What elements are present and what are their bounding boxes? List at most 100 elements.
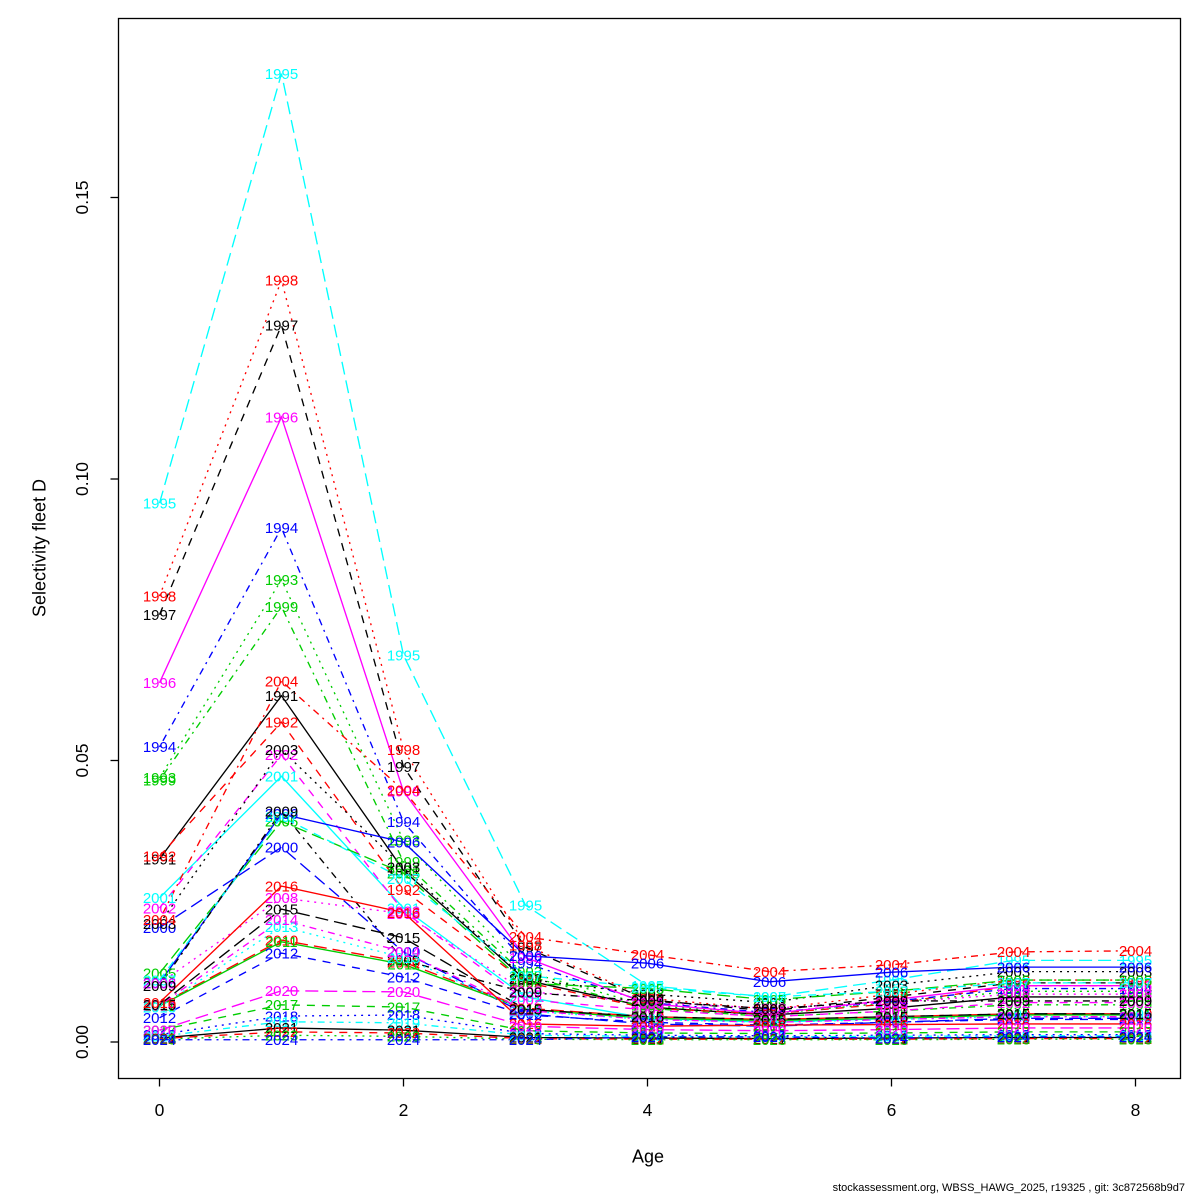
point-label-2000-age0: 2000: [143, 920, 176, 937]
y-axis-title: Selectivity fleet D: [29, 478, 50, 618]
point-label-1991-age4: 1991: [631, 999, 664, 1016]
series-line-2018: [159, 1014, 1136, 1037]
point-label-2004-age7: 2004: [997, 944, 1030, 961]
point-label-2011-age3: 2011: [509, 1002, 541, 1019]
series-line-2007: [158, 815, 1136, 998]
series-line-2019: [159, 1021, 1136, 1038]
point-label-2024-age6: 2024: [875, 1030, 908, 1047]
point-label-1995-age8: 1995: [1119, 953, 1152, 970]
series-line-2020: [159, 990, 1136, 1032]
y-tick-label: 0.10: [72, 462, 92, 496]
x-tick-label: 4: [643, 1100, 653, 1120]
point-label-2001-age5: 2001: [753, 1015, 786, 1032]
point-label-2022-age4: 2022: [631, 1031, 664, 1048]
point-label-1992-age4: 1992: [631, 1000, 664, 1017]
point-label-1997-age5: 1997: [753, 1003, 786, 1020]
point-label-1999-age2: 1999: [387, 854, 420, 871]
point-label-2001-age1: 2001: [265, 769, 298, 786]
point-label-2003-age8: 2003: [1119, 964, 1152, 981]
y-tick-label: 0.15: [72, 180, 92, 214]
point-label-2020-age6: 2020: [875, 1022, 908, 1039]
point-label-2024-age7: 2024: [997, 1029, 1030, 1046]
point-label-2001-age7: 2001: [997, 1006, 1030, 1023]
point-label-1995-age1: 1995: [265, 66, 298, 83]
point-label-1997-age6: 1997: [875, 989, 908, 1006]
y-axis: 0.00 0.05 0.10 0.15: [72, 180, 119, 1059]
point-label-2017-age7: 2017: [997, 1024, 1030, 1041]
point-label-1993-age5: 1993: [753, 1006, 786, 1023]
point-label-1992-age0: 1992: [143, 848, 176, 865]
series-line-2016: [159, 885, 1136, 1027]
point-label-2021-age1: 2021: [265, 1020, 298, 1037]
point-label-1994-age6: 1994: [875, 994, 908, 1011]
point-label-1998-age5: 1998: [753, 1002, 786, 1019]
point-label-2004-age6: 2004: [875, 957, 908, 974]
point-label-2003-age1: 2003: [265, 742, 298, 759]
point-label-1993-age0: 1993: [143, 770, 176, 787]
point-label-1994-age2: 1994: [387, 814, 420, 831]
series-line-2009: [158, 810, 1136, 1010]
point-label-2022-age7: 2022: [997, 1031, 1030, 1048]
point-label-2021-age5: 2021: [753, 1031, 786, 1048]
point-label-1996-age3: 1996: [509, 950, 542, 967]
point-label-2009-age6: 2009: [875, 993, 908, 1010]
point-label-2022-age1: 2022: [265, 1024, 298, 1041]
point-label-2005-age2: 2005: [387, 865, 420, 882]
point-label-1992-age1: 1992: [265, 714, 298, 731]
point-label-1999-age5: 1999: [753, 1009, 786, 1026]
point-label-2002-age8: 2002: [1119, 995, 1152, 1012]
point-label-1999-age3: 1999: [509, 968, 542, 985]
point-label-1996-age2: 1996: [387, 784, 420, 801]
point-label-2009-age2: 2009: [387, 953, 420, 970]
point-label-2009-age8: 2009: [1119, 993, 1152, 1010]
point-label-2008-age8: 2008: [1119, 986, 1152, 1003]
point-label-1998-age2: 1998: [387, 742, 420, 759]
point-label-2011-age8: 2011: [1119, 1007, 1151, 1024]
point-label-2016-age6: 2016: [875, 1017, 908, 1034]
point-label-1999-age7: 1999: [997, 997, 1030, 1014]
point-label-2013-age4: 2013: [631, 1012, 664, 1029]
point-label-2011-age1: 2011: [265, 934, 297, 951]
point-label-2015-age1: 2015: [265, 901, 298, 918]
point-label-2018-age7: 2018: [997, 1027, 1030, 1044]
point-label-2000-age2: 2000: [387, 944, 420, 961]
point-label-1992-age7: 1992: [997, 978, 1030, 995]
series-line-2004: [158, 680, 1136, 973]
point-label-1992-age8: 1992: [1119, 978, 1152, 995]
point-label-2020-age4: 2020: [631, 1022, 664, 1039]
point-label-1996-age8: 1996: [1119, 978, 1152, 995]
point-label-1996-age1: 1996: [265, 409, 298, 426]
point-label-2024-age1: 2024: [265, 1032, 298, 1049]
point-label-1991-age6: 1991: [875, 1000, 908, 1017]
point-label-2015-age8: 2015: [1119, 1006, 1152, 1023]
point-label-2024-age3: 2024: [509, 1032, 542, 1049]
point-label-2003-age0: 2003: [143, 916, 176, 933]
point-label-2012-age0: 2012: [143, 1010, 176, 1027]
point-label-2016-age3: 2016: [509, 1016, 542, 1033]
point-label-2020-age0: 2020: [143, 1022, 176, 1039]
series-line-2023: [159, 1034, 1136, 1041]
series-line-1999: [158, 605, 1136, 1018]
point-label-2001-age8: 2001: [1119, 1006, 1152, 1023]
point-label-2019-age6: 2019: [875, 1029, 908, 1046]
point-label-2006-age5: 2006: [753, 974, 786, 991]
point-label-2014-age2: 2014: [387, 944, 420, 961]
point-label-2016-age5: 2016: [753, 1017, 786, 1034]
point-label-2021-age4: 2021: [631, 1030, 664, 1047]
point-label-1994-age7: 1994: [997, 981, 1030, 998]
x-axis: 0 2 4 6 8: [155, 1078, 1140, 1120]
point-label-2002-age3: 2002: [509, 992, 542, 1009]
point-label-2012-age4: 2012: [631, 1015, 664, 1032]
point-label-2006-age4: 2006: [631, 955, 664, 972]
series-line-1998: [158, 278, 1136, 1011]
point-label-2006-age6: 2006: [875, 964, 908, 981]
point-label-1994-age1: 1994: [265, 520, 298, 537]
point-label-2019-age4: 2019: [631, 1029, 664, 1046]
point-label-2009-age7: 2009: [997, 993, 1030, 1010]
point-label-2007-age2: 2007: [387, 871, 420, 888]
point-label-2017-age6: 2017: [875, 1025, 908, 1042]
point-label-2020-age3: 2020: [509, 1018, 542, 1035]
point-label-1998-age6: 1998: [875, 986, 908, 1003]
point-label-1995-age2: 1995: [387, 647, 420, 664]
